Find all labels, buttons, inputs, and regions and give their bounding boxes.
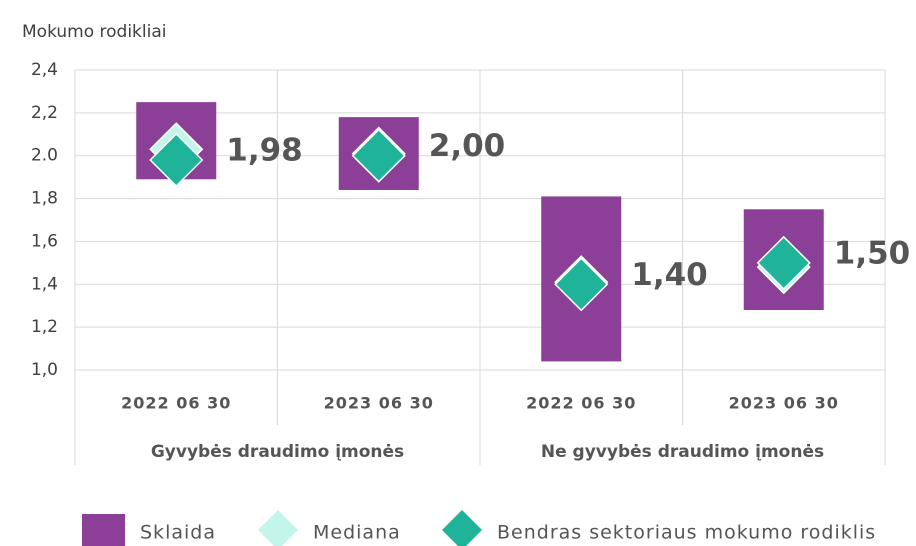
diamond-marker (554, 257, 609, 312)
value-label: 2,00 (429, 128, 506, 164)
y-axis-title: Mokumo rodikliai (22, 22, 167, 42)
y-tick-label: 1,0 (31, 360, 58, 380)
legend-label: Sklaida (140, 522, 216, 544)
legend-label: Bendras sektoriaus mokumo rodiklis (497, 522, 876, 544)
legend-label: Mediana (313, 522, 401, 544)
value-label: 1,98 (226, 133, 303, 169)
diamond-marker (756, 235, 811, 290)
value-label: 1,50 (834, 235, 911, 271)
y-tick-label: 1,8 (31, 189, 58, 209)
legend-swatch (82, 514, 125, 546)
y-tick-label: 2.0 (31, 146, 58, 166)
diamond-marker (351, 128, 406, 183)
legend-swatch (258, 510, 298, 546)
y-tick-label: 1,6 (31, 231, 58, 251)
y-tick-label: 1,4 (31, 274, 58, 294)
x-tick-label: 2023 06 30 (324, 394, 434, 413)
diamond-marker (149, 132, 204, 188)
x-tick-label: 2023 06 30 (729, 394, 839, 413)
legend-swatch (442, 510, 482, 546)
group-label: Gyvybės draudimo įmonės (151, 442, 404, 462)
x-tick-label: 2022 06 30 (121, 394, 231, 413)
y-tick-label: 2,2 (31, 103, 58, 123)
y-tick-label: 2,4 (31, 60, 58, 80)
value-label: 1,40 (631, 257, 708, 293)
y-tick-label: 1,2 (31, 317, 58, 337)
x-tick-label: 2022 06 30 (526, 394, 636, 413)
group-label: Ne gyvybės draudimo įmonės (541, 442, 824, 462)
